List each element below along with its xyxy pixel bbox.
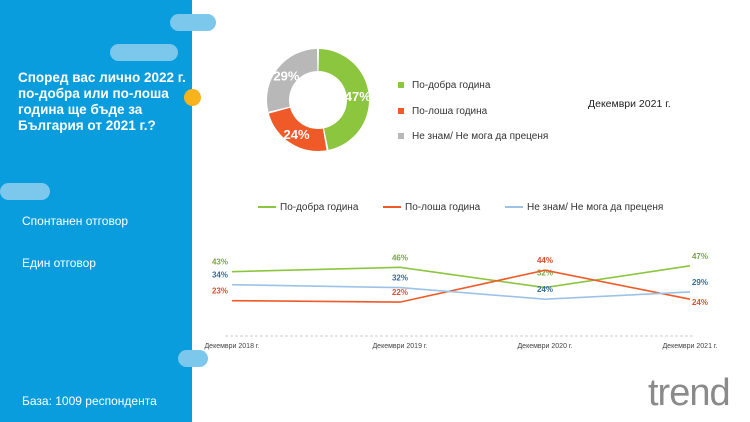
data-label: 46% [392, 253, 408, 262]
line-legend-better: По-добра година [258, 202, 358, 213]
data-label: 23% [212, 287, 228, 296]
data-label: 34% [212, 271, 228, 280]
donut-legend-better: По-добра година [398, 80, 490, 91]
x-tick-label: Декември 2019 г. [372, 343, 427, 350]
donut-slice [268, 107, 327, 151]
legend-label: По-лоша година [412, 106, 488, 117]
line-legend-worse: По-лоша година [383, 202, 480, 213]
donut-slice [267, 49, 318, 112]
data-label: 24% [692, 298, 708, 307]
data-label: 47% [692, 252, 708, 261]
line-legend-dontknow: Не знам/ Не мога да преценя [505, 202, 663, 213]
decor-dot [184, 89, 201, 106]
data-label: 29% [692, 278, 708, 287]
legend-swatch [398, 108, 404, 115]
legend-line [505, 206, 523, 209]
data-label: 32% [537, 269, 553, 278]
question-title: Според вас лично 2022 г. по-добра или по… [18, 70, 186, 133]
note-single: Един отговор [22, 256, 96, 270]
legend-label: По-лоша година [405, 202, 481, 213]
decor-pill [178, 350, 208, 367]
side-panel [0, 0, 192, 422]
data-label: 44% [537, 256, 553, 265]
series-line [231, 269, 691, 303]
legend-swatch [398, 82, 404, 89]
donut-slice-label: 47% [345, 89, 371, 104]
logo-text: tren [648, 372, 710, 414]
base-text: База: 1009 респондента [22, 394, 157, 408]
trend-logo: trend [648, 372, 731, 414]
series-line [231, 265, 691, 289]
x-tick-label: Декември 2018 г. [204, 343, 259, 350]
legend-label: Не знам/ Не мога да преценя [527, 202, 664, 213]
donut-slice [318, 49, 370, 150]
data-label: 22% [392, 288, 408, 297]
x-tick-label: Декември 2020 г. [517, 343, 572, 350]
legend-label: По-добра година [412, 80, 491, 91]
data-label: 24% [537, 285, 553, 294]
legend-label: По-добра година [280, 202, 359, 213]
legend-swatch [398, 133, 404, 140]
data-label: 43% [212, 258, 228, 267]
donut-slice-label: 29% [273, 68, 299, 83]
legend-line [383, 206, 401, 209]
donut-title: Декември 2021 г. [588, 98, 671, 110]
decor-pill [110, 44, 178, 61]
donut-legend-dontknow: Не знам/ Не мога да преценя [398, 131, 548, 142]
data-label: 32% [392, 274, 408, 283]
series-line [231, 283, 691, 301]
decor-pill [170, 14, 216, 31]
donut-legend-worse: По-лоша година [398, 106, 487, 117]
legend-line [258, 206, 276, 209]
decor-pill [0, 183, 50, 200]
legend-label: Не знам/ Не мога да преценя [412, 131, 549, 142]
donut-slice-label: 24% [284, 127, 310, 142]
note-spontaneous: Спонтанен отговор [22, 214, 129, 228]
x-tick-label: Декември 2021 г. [662, 343, 717, 350]
